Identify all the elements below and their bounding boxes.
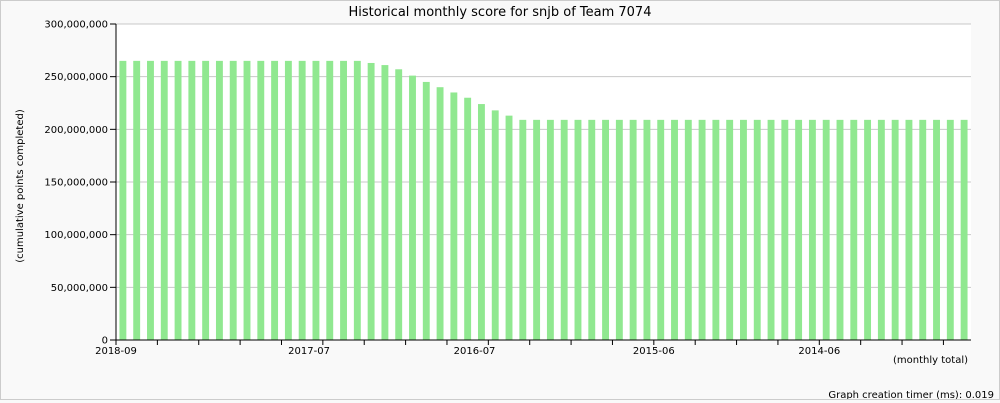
bars <box>119 60 968 341</box>
bar <box>864 119 872 340</box>
bar <box>753 119 761 340</box>
bar <box>602 119 610 340</box>
x-tick-label: 2016-07 <box>454 346 496 357</box>
bar <box>781 119 789 340</box>
bar <box>243 60 251 340</box>
bar <box>698 119 706 340</box>
bar <box>436 87 444 340</box>
bar <box>905 119 913 340</box>
x-axis-ticks: 2018-09 2017-07 2016-07 2015-06 2014-06 <box>95 340 944 357</box>
bar <box>919 119 927 340</box>
bar <box>367 62 375 341</box>
bar <box>395 69 403 340</box>
bar <box>450 92 458 340</box>
bar <box>353 60 361 340</box>
bar <box>822 119 830 340</box>
bar <box>119 60 127 340</box>
bar <box>409 75 416 340</box>
bar <box>712 119 720 340</box>
bar <box>519 119 527 340</box>
y-tick-label: 0 <box>102 336 108 347</box>
x-tick-label: 2015-06 <box>633 346 675 357</box>
y-tick-label: 100,000,000 <box>44 230 108 241</box>
bar <box>588 119 596 340</box>
bar <box>546 119 554 340</box>
bar <box>574 119 582 340</box>
bar <box>491 110 499 340</box>
bar <box>271 60 279 340</box>
bar <box>850 119 858 340</box>
bar <box>133 60 141 340</box>
bar <box>312 60 320 340</box>
x-axis-label: (monthly total) <box>893 355 968 366</box>
bar <box>657 119 665 340</box>
bar <box>615 119 623 340</box>
bar <box>946 119 954 340</box>
y-tick-label: 250,000,000 <box>44 72 108 83</box>
y-tick-label: 200,000,000 <box>44 125 108 136</box>
bar <box>298 60 306 340</box>
bar <box>174 60 182 340</box>
bar <box>740 119 747 340</box>
y-tick-label: 150,000,000 <box>44 178 108 189</box>
y-axis-label: (cumulative points completed) <box>15 109 26 263</box>
graph-timer-text: Graph creation timer (ms): 0.019 <box>828 390 994 399</box>
y-tick-label: 50,000,000 <box>51 283 108 294</box>
bar <box>767 119 775 340</box>
bar <box>877 119 885 340</box>
x-tick-label: 2014-06 <box>798 346 840 357</box>
y-axis-ticks: 0 50,000,000 100,000,000 150,000,000 200,000… <box>44 20 116 347</box>
bar <box>726 119 734 340</box>
bar <box>671 119 678 340</box>
bar <box>795 119 803 340</box>
bar <box>202 60 210 340</box>
bar <box>188 60 196 340</box>
bar <box>215 60 223 340</box>
bar <box>560 119 568 340</box>
bar <box>340 60 347 340</box>
bar <box>381 65 389 340</box>
bar <box>836 119 844 340</box>
bar <box>477 104 485 340</box>
x-tick-label: 2018-09 <box>95 346 137 357</box>
chart-title: Historical monthly score for snjb of Tea… <box>349 5 652 20</box>
x-tick-label: 2017-07 <box>288 346 330 357</box>
bar <box>229 60 237 340</box>
bar <box>643 119 651 340</box>
bar <box>147 60 154 340</box>
y-tick-label: 300,000,000 <box>44 20 108 31</box>
bar <box>808 119 816 340</box>
bar <box>629 119 637 340</box>
bar <box>326 60 334 340</box>
bar <box>505 115 513 340</box>
bar <box>684 119 692 340</box>
bar <box>960 119 968 340</box>
bar <box>891 119 899 340</box>
bar <box>464 97 472 340</box>
bar <box>284 60 292 340</box>
bar <box>533 119 541 340</box>
bar <box>257 60 265 340</box>
bar <box>422 81 430 340</box>
bar <box>160 60 168 340</box>
bar <box>933 119 940 340</box>
